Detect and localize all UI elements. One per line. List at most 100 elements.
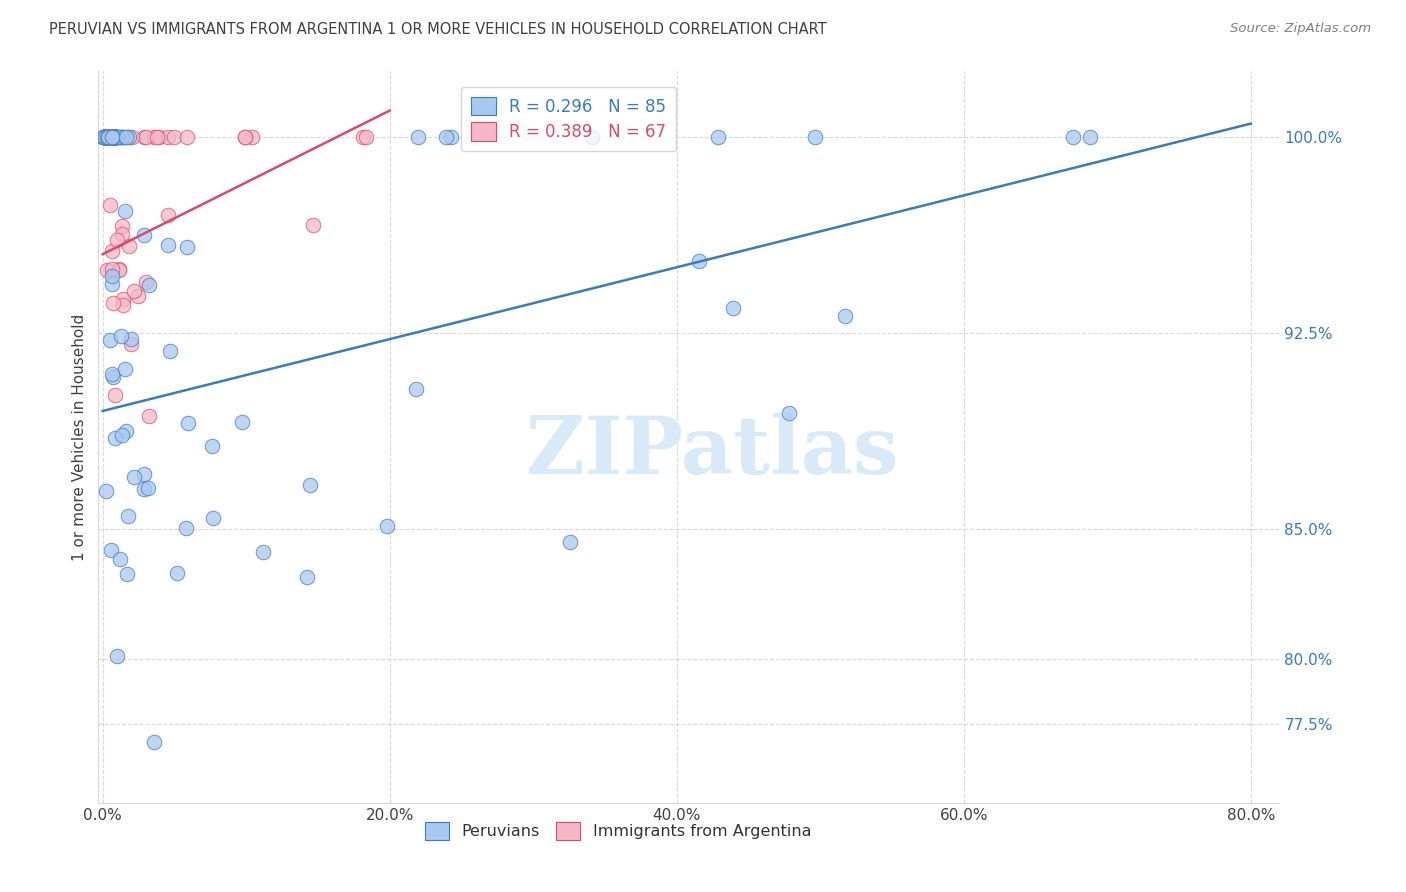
- Text: Source: ZipAtlas.com: Source: ZipAtlas.com: [1230, 22, 1371, 36]
- Point: [581, 129, 603, 144]
- Point: [121, 129, 143, 144]
- Point: [93, 129, 115, 144]
- Point: [100, 129, 122, 144]
- Point: [101, 268, 124, 283]
- Point: [127, 289, 149, 303]
- Point: [377, 518, 399, 533]
- Point: [156, 208, 179, 222]
- Point: [688, 254, 710, 268]
- Point: [405, 383, 427, 397]
- Point: [93, 129, 115, 144]
- Point: [111, 129, 134, 144]
- Point: [778, 406, 800, 420]
- Point: [299, 477, 322, 491]
- Point: [93, 129, 115, 144]
- Text: PERUVIAN VS IMMIGRANTS FROM ARGENTINA 1 OR MORE VEHICLES IN HOUSEHOLD CORRELATIO: PERUVIAN VS IMMIGRANTS FROM ARGENTINA 1 …: [49, 22, 827, 37]
- Point: [134, 129, 156, 144]
- Text: ZIPatlas: ZIPatlas: [526, 413, 898, 491]
- Point: [1062, 129, 1084, 144]
- Point: [115, 129, 138, 144]
- Point: [148, 129, 170, 144]
- Point: [240, 129, 263, 144]
- Point: [104, 431, 127, 445]
- Point: [101, 129, 124, 144]
- Point: [97, 129, 120, 144]
- Point: [117, 509, 139, 524]
- Point: [302, 218, 325, 232]
- Point: [101, 367, 124, 381]
- Point: [98, 198, 121, 212]
- Point: [104, 129, 127, 144]
- Point: [105, 233, 128, 247]
- Point: [201, 440, 224, 454]
- Point: [1078, 129, 1101, 144]
- Point: [146, 129, 169, 144]
- Point: [103, 129, 125, 144]
- Point: [103, 129, 125, 144]
- Point: [118, 129, 141, 144]
- Point: [706, 129, 728, 144]
- Point: [93, 129, 115, 144]
- Point: [114, 362, 136, 376]
- Point: [111, 219, 134, 233]
- Y-axis label: 1 or more Vehicles in Household: 1 or more Vehicles in Household: [72, 313, 87, 561]
- Point: [103, 296, 125, 310]
- Point: [233, 129, 256, 144]
- Point: [103, 129, 125, 144]
- Point: [100, 129, 122, 144]
- Point: [91, 129, 114, 144]
- Point: [97, 129, 120, 144]
- Point: [118, 239, 141, 253]
- Point: [96, 129, 118, 144]
- Point: [162, 129, 184, 144]
- Point: [105, 129, 128, 144]
- Point: [96, 129, 118, 144]
- Point: [138, 409, 160, 423]
- Point: [105, 129, 128, 144]
- Point: [112, 129, 135, 144]
- Point: [252, 545, 274, 559]
- Point: [100, 129, 122, 144]
- Point: [105, 648, 128, 663]
- Point: [138, 278, 160, 293]
- Point: [96, 129, 118, 144]
- Point: [440, 129, 463, 144]
- Point: [804, 129, 827, 144]
- Legend: Peruvians, Immigrants from Argentina: Peruvians, Immigrants from Argentina: [419, 816, 817, 846]
- Point: [101, 129, 124, 144]
- Point: [101, 129, 124, 144]
- Point: [93, 129, 115, 144]
- Point: [96, 129, 118, 144]
- Point: [117, 129, 139, 144]
- Point: [98, 129, 121, 144]
- Point: [176, 129, 198, 144]
- Point: [100, 262, 122, 277]
- Point: [111, 427, 134, 442]
- Point: [104, 129, 127, 144]
- Point: [120, 337, 142, 351]
- Point: [94, 129, 117, 144]
- Point: [103, 129, 125, 144]
- Point: [406, 129, 429, 144]
- Point: [105, 129, 128, 144]
- Point: [143, 735, 166, 749]
- Point: [114, 203, 136, 218]
- Point: [105, 129, 128, 144]
- Point: [98, 333, 121, 347]
- Point: [103, 129, 125, 144]
- Point: [96, 262, 118, 277]
- Point: [94, 129, 117, 144]
- Point: [104, 129, 127, 144]
- Point: [108, 263, 131, 277]
- Point: [122, 470, 145, 484]
- Point: [100, 129, 122, 144]
- Point: [98, 129, 121, 144]
- Point: [101, 129, 124, 144]
- Point: [115, 567, 138, 582]
- Point: [132, 482, 155, 496]
- Point: [834, 309, 856, 323]
- Point: [101, 129, 124, 144]
- Point: [93, 129, 115, 144]
- Point: [202, 511, 225, 525]
- Point: [94, 129, 117, 144]
